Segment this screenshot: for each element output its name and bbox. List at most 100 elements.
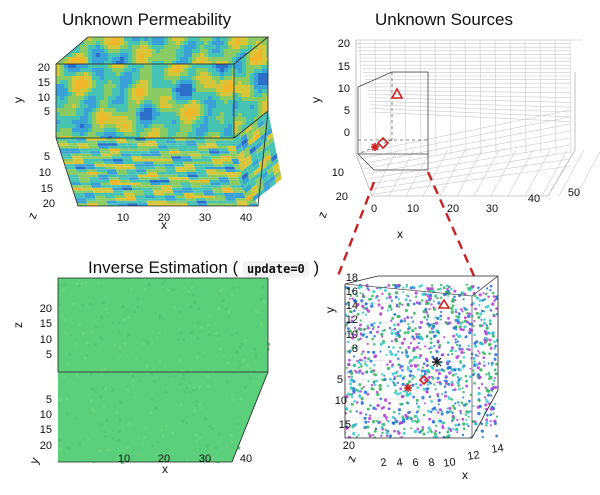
perm-cell <box>164 53 169 58</box>
perm-cell <box>160 132 165 137</box>
perm-cell <box>168 136 173 138</box>
perm-cell <box>245 158 253 168</box>
perm-cell <box>200 112 205 117</box>
zoom-x-tick: 6 <box>412 457 420 470</box>
perm-cell <box>148 45 153 50</box>
particle-point <box>430 284 434 287</box>
perm-cell <box>68 177 80 180</box>
particle-point <box>444 375 448 378</box>
particle-point <box>431 290 435 294</box>
perm-cell <box>139 179 151 183</box>
particle-point <box>359 411 363 415</box>
perm-cell <box>56 138 67 141</box>
particle-point <box>484 330 488 334</box>
perm-cell <box>136 88 141 93</box>
perm-cell <box>258 61 263 66</box>
perm-face <box>56 64 234 138</box>
perm-cell <box>92 96 97 101</box>
perm-cell <box>240 45 245 50</box>
perm-cell <box>124 104 129 109</box>
perm-cell <box>257 149 264 159</box>
perm-cell <box>164 138 176 141</box>
inv-texture-cell <box>171 431 175 435</box>
perm-cell <box>220 53 225 58</box>
perm-cell <box>72 190 84 193</box>
perm-cell <box>100 64 105 69</box>
particle-point <box>399 402 403 406</box>
particle-point <box>456 376 459 379</box>
perm-cell <box>134 166 146 170</box>
particle-point <box>478 293 482 297</box>
perm-cell <box>258 53 263 58</box>
perm-cell <box>160 116 165 121</box>
particle-point <box>389 377 392 381</box>
perm-cell <box>262 65 267 70</box>
perm-cell <box>234 113 239 118</box>
perm-cell <box>200 104 205 109</box>
perm-cell <box>93 192 105 196</box>
perm-cell <box>60 112 65 117</box>
particle-point <box>388 350 392 354</box>
perm-cell <box>92 37 97 42</box>
perm-cell <box>172 76 177 81</box>
particle-point <box>357 434 360 437</box>
perm-cell <box>100 68 105 73</box>
perm-cell <box>108 100 113 105</box>
particle-point <box>447 395 450 399</box>
perm-cell <box>100 120 105 125</box>
inv-texture-cell <box>173 288 177 292</box>
perm-cell <box>97 174 109 178</box>
perm-cell <box>183 164 195 167</box>
perm-cell <box>124 72 129 77</box>
perm-cell <box>254 171 262 180</box>
perm-cell <box>180 92 185 97</box>
perm-cell <box>88 100 93 105</box>
perm-cell <box>214 166 226 170</box>
perm-cell <box>172 104 177 109</box>
perm-cell <box>196 76 201 81</box>
perm-cell <box>242 65 247 70</box>
inv-x-tick: 20 <box>158 453 170 465</box>
perm-cell <box>151 187 163 191</box>
perm-cell <box>72 49 77 54</box>
perm-cell <box>188 84 193 89</box>
perm-cell <box>152 49 157 54</box>
perm-cell <box>124 132 129 137</box>
perm-cell <box>140 153 152 157</box>
perm-cell <box>145 140 157 144</box>
perm-cell <box>110 153 122 157</box>
perm-cell <box>168 100 173 105</box>
perm-cell <box>128 88 133 93</box>
perm-cell <box>177 203 188 206</box>
inv-texture-cell <box>116 356 120 360</box>
perm-cell <box>192 128 197 133</box>
perm-cell <box>76 132 81 137</box>
inv-texture-cell <box>207 384 211 388</box>
perm-cell <box>236 146 244 155</box>
inv-texture-cell <box>58 447 62 451</box>
particle-point <box>394 353 398 357</box>
perm-cell <box>212 136 217 138</box>
perm-cell <box>60 61 65 64</box>
perm-cell <box>216 128 221 133</box>
particle-point <box>437 345 441 349</box>
perm-cell <box>224 128 229 133</box>
perm-cell <box>246 89 251 94</box>
perm-cell <box>216 88 221 93</box>
particle-point <box>359 390 362 393</box>
inv-texture-cell <box>199 325 203 329</box>
perm-cell <box>212 37 217 42</box>
perm-cell <box>254 65 259 70</box>
particle-point <box>488 374 491 378</box>
perm-cell <box>224 53 229 58</box>
perm-cell <box>136 49 141 54</box>
perm-cell <box>192 61 197 64</box>
perm-cell <box>64 132 69 137</box>
particle-point <box>483 338 486 342</box>
src-x-label: x <box>397 227 403 241</box>
inv-texture-cell <box>121 305 125 309</box>
perm-cell <box>132 190 144 193</box>
perm-cell <box>72 41 77 46</box>
perm-cell <box>240 53 245 58</box>
inv-texture-cell <box>218 306 222 310</box>
